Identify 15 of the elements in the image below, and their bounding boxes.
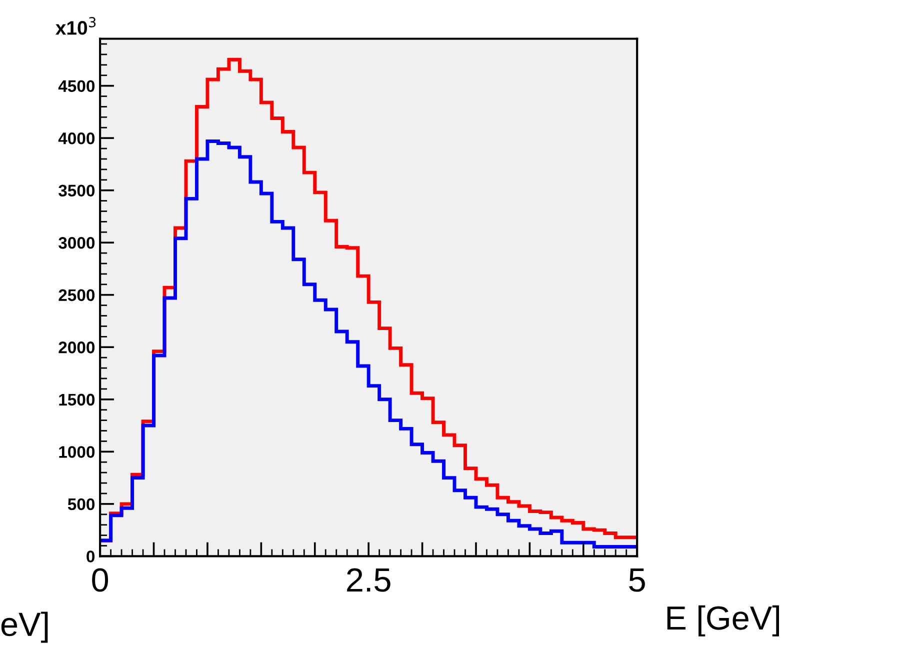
- y-tick-label: 500: [68, 498, 95, 510]
- text: eV]: [1, 612, 48, 643]
- x-tick-label: 5: [629, 568, 645, 592]
- y-tick-label: 4000: [58, 132, 95, 144]
- y-tick-label: 3000: [58, 237, 95, 249]
- text: x10$^{3}$: [56, 17, 96, 35]
- x-axis-title: E [GeV]: [667, 605, 779, 636]
- x-tick-label: 2.5: [347, 568, 390, 592]
- y-tick-label: 1500: [59, 394, 95, 406]
- y-tick-label: 1000: [59, 446, 95, 458]
- y-tick-label: 4500: [58, 80, 95, 92]
- y-tick-label: 0: [86, 550, 95, 562]
- y-tick-label: 3500: [58, 184, 95, 197]
- y-tick-label: 2000: [58, 342, 95, 354]
- y-tick-label: 2500: [58, 289, 95, 302]
